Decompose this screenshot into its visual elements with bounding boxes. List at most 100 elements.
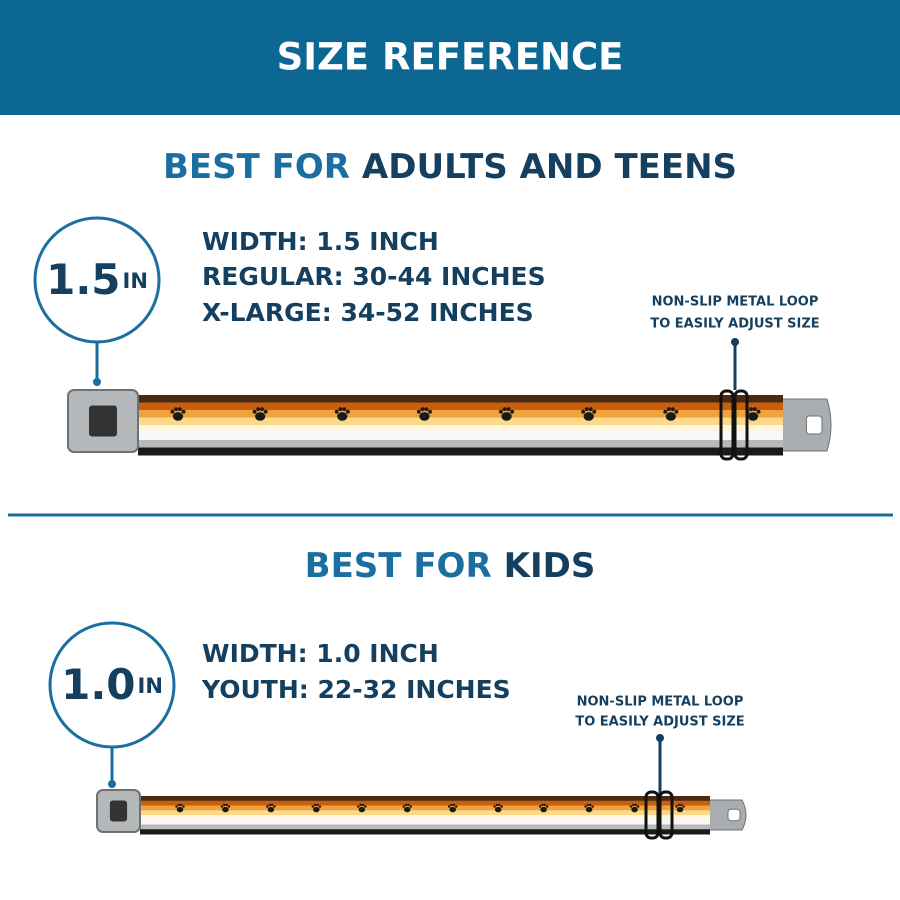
paw-toe — [667, 407, 671, 412]
section-heading: BEST FOR KIDS — [305, 546, 596, 586]
paw-pad — [255, 412, 266, 421]
strap-stripe — [140, 824, 710, 830]
paw-toe — [174, 407, 178, 412]
paw-toe — [680, 803, 683, 807]
paw-toe — [313, 803, 317, 807]
strap-stripe — [138, 425, 783, 433]
paw-toe — [359, 803, 362, 807]
paw-pad — [222, 806, 229, 813]
paw-toe — [428, 409, 432, 414]
section-heading: BEST FOR ADULTS AND TEENS — [163, 147, 737, 187]
paw-toe — [753, 407, 757, 412]
badge-number: 1.5 — [46, 255, 120, 304]
paw-toe — [493, 805, 496, 808]
paw-toe — [316, 803, 319, 807]
strap-stripe — [140, 815, 710, 821]
paw-toe — [225, 803, 228, 807]
tip-slot — [727, 808, 741, 822]
paw-toe — [543, 803, 547, 807]
paw-toe — [584, 407, 589, 412]
paw-toe — [541, 803, 544, 807]
paw-toe — [545, 805, 549, 808]
paw-pad — [631, 806, 638, 813]
paw-pad — [267, 806, 275, 813]
paw-toe — [670, 407, 675, 412]
strap-stripe — [140, 819, 710, 825]
paw-toe — [629, 805, 633, 808]
paw-toe — [416, 409, 421, 414]
paw-toe — [318, 805, 322, 808]
paw-toe — [756, 409, 761, 414]
paw-pad — [747, 412, 759, 421]
paw-toe — [342, 407, 347, 412]
paw-toe — [674, 409, 679, 414]
buckle-logo — [89, 405, 117, 437]
header-band — [0, 0, 900, 115]
paw-pad — [176, 806, 184, 813]
paw-toe — [311, 805, 315, 808]
paw-pad — [419, 412, 430, 421]
paw-toe — [506, 407, 511, 412]
paw-toe — [180, 803, 183, 807]
header-title: SIZE REFERENCE — [277, 36, 624, 79]
paw-toe — [749, 407, 753, 412]
strap-stripe — [140, 829, 710, 835]
paw-toe — [586, 803, 590, 807]
loop-note: NON-SLIP METAL LOOP — [652, 295, 819, 310]
paw-pad — [494, 806, 502, 813]
paw-toe — [502, 407, 507, 412]
paw-toe — [361, 803, 365, 807]
paw-pad — [665, 412, 676, 421]
loop-note: TO EASILY ADJUST SIZE — [650, 317, 819, 332]
paw-toe — [675, 805, 678, 808]
paw-toe — [268, 803, 271, 807]
strap-stripe — [140, 796, 710, 802]
paw-toe — [175, 805, 178, 808]
spec-line: WIDTH: 1.5 INCH — [202, 227, 439, 256]
pointer-dot — [656, 734, 664, 742]
paw-toe — [252, 409, 257, 414]
strap-stripe — [138, 432, 783, 441]
paw-toe — [223, 803, 226, 807]
spec-line: REGULAR: 30-44 INCHES — [202, 262, 546, 291]
paw-toe — [338, 407, 343, 412]
paw-toe — [364, 805, 367, 808]
paw-toe — [588, 407, 593, 412]
paw-toe — [634, 803, 637, 807]
heading-lead: BEST FOR — [305, 546, 492, 586]
badge-unit: IN — [138, 674, 163, 698]
strap-stripe — [140, 800, 710, 806]
paw-toe — [357, 805, 360, 808]
paw-toe — [260, 407, 265, 412]
badge-text: 1.5IN — [46, 255, 148, 304]
badge-text: 1.0IN — [61, 660, 163, 709]
paw-pad — [337, 412, 348, 421]
paw-pad — [313, 806, 320, 813]
paw-toe — [636, 805, 640, 808]
paw-toe — [500, 805, 503, 808]
spec-line: X-LARGE: 34-52 INCHES — [202, 298, 534, 327]
paw-pad — [676, 806, 684, 813]
heading-rest: KIDS — [504, 546, 596, 586]
paw-toe — [589, 803, 592, 807]
paw-toe — [402, 805, 405, 808]
paw-toe — [409, 805, 413, 808]
paw-toe — [178, 407, 182, 412]
paw-toe — [510, 409, 515, 414]
paw-toe — [450, 803, 453, 807]
paw-toe — [591, 805, 594, 808]
strap-stripe — [138, 447, 783, 456]
strap-stripe — [138, 402, 783, 411]
paw-pad — [449, 806, 456, 813]
paw-toe — [170, 409, 175, 414]
badge-unit: IN — [123, 269, 148, 293]
paw-toe — [182, 805, 185, 808]
strap-stripe — [138, 417, 783, 426]
paw-pad — [358, 806, 366, 813]
buckle-logo — [109, 800, 128, 822]
paw-toe — [538, 805, 542, 808]
paw-toe — [452, 803, 456, 807]
paw-toe — [682, 805, 685, 808]
